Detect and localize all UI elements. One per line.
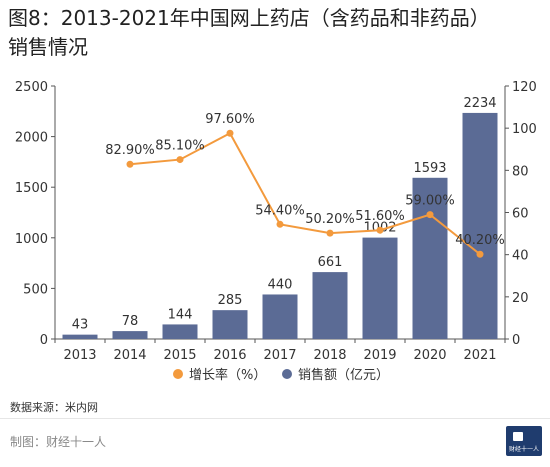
y-right-tick-label: 120	[512, 80, 537, 95]
bar-value-label: 440	[268, 277, 293, 292]
bar	[312, 272, 348, 339]
bar	[262, 294, 298, 339]
bar-value-label: 285	[218, 293, 243, 308]
bar-value-label: 661	[318, 255, 343, 270]
growth-rate-label: 40.20%	[455, 233, 505, 248]
growth-rate-point	[326, 229, 334, 237]
growth-rate-label: 51.60%	[355, 209, 405, 224]
y-right-tick-label: 100	[512, 122, 537, 137]
bar-value-label: 43	[72, 318, 89, 333]
growth-rate-point	[226, 129, 234, 137]
growth-rate-label: 82.90%	[105, 143, 155, 158]
bar-value-label: 1593	[413, 161, 446, 176]
legend-bar-swatch	[282, 369, 292, 379]
bar	[462, 112, 498, 340]
page-title: 图8：2013-2021年中国网上药店（含药品和非药品） 销售情况	[8, 4, 544, 62]
x-tick-label: 2020	[413, 348, 446, 363]
bar	[412, 177, 448, 339]
brand-logo: 财经十一人	[506, 426, 542, 456]
growth-rate-label: 50.20%	[305, 212, 355, 227]
x-tick-label: 2013	[63, 348, 96, 363]
logo-mark-icon	[513, 432, 523, 441]
y-left-tick-label: 1500	[15, 181, 48, 196]
y-right-tick-label: 0	[512, 333, 520, 348]
bar	[162, 324, 198, 339]
x-tick-label: 2017	[263, 348, 296, 363]
data-source-note: 数据来源：米内网	[10, 401, 98, 414]
legend-bar-label: 销售额（亿元）	[298, 367, 389, 383]
y-left-tick-label: 2000	[15, 131, 48, 146]
logo-text: 财经十一人	[508, 446, 539, 453]
growth-rate-label: 97.60%	[205, 112, 255, 127]
x-tick-label: 2019	[363, 348, 396, 363]
chart: 0 500 1000 1500 2000 2500 0 20 40 60 80 100 120 2013 2…	[15, 80, 537, 383]
growth-rate-label: 54.40%	[255, 203, 305, 218]
growth-rate-point	[176, 156, 184, 164]
y-left-tick-label: 500	[23, 282, 48, 297]
y-left-tick-label: 1000	[15, 232, 48, 247]
x-tick-label: 2014	[113, 348, 146, 363]
y-right-tick-label: 40	[512, 249, 529, 264]
x-tick-label: 2021	[463, 348, 496, 363]
legend-line-swatch	[173, 369, 183, 379]
growth-rate-label: 85.10%	[155, 139, 205, 154]
title-line-2: 销售情况	[8, 35, 88, 59]
y-right-tick-label: 80	[512, 164, 529, 179]
growth-rate-label: 59.00%	[405, 194, 455, 209]
footer-divider	[0, 418, 550, 419]
x-tick-label: 2018	[313, 348, 346, 363]
growth-rate-line	[129, 131, 481, 256]
y-left-tick-label: 0	[40, 333, 48, 348]
bar	[212, 310, 248, 339]
growth-rate-point	[126, 160, 134, 168]
growth-rate-point	[376, 226, 384, 234]
x-tick-label: 2016	[213, 348, 246, 363]
bar-value-label: 144	[168, 307, 193, 322]
bar	[62, 334, 98, 339]
legend-line-label: 增长率（%）	[189, 367, 266, 383]
bar	[362, 237, 398, 339]
growth-rate-point	[276, 220, 284, 228]
title-line-1: 图8：2013-2021年中国网上药店（含药品和非药品）	[8, 6, 490, 30]
bar	[112, 331, 148, 339]
y-right-tick-label: 20	[512, 291, 529, 306]
bar-value-label: 78	[122, 314, 139, 329]
growth-rate-point	[426, 211, 434, 219]
bar-value-label: 2234	[463, 96, 496, 111]
x-tick-label: 2015	[163, 348, 196, 363]
y-left-tick-label: 2500	[15, 80, 48, 95]
chart-credit: 制图：财经十一人	[10, 435, 107, 449]
growth-rate-point	[476, 250, 484, 258]
y-right-tick-label: 60	[512, 207, 529, 222]
